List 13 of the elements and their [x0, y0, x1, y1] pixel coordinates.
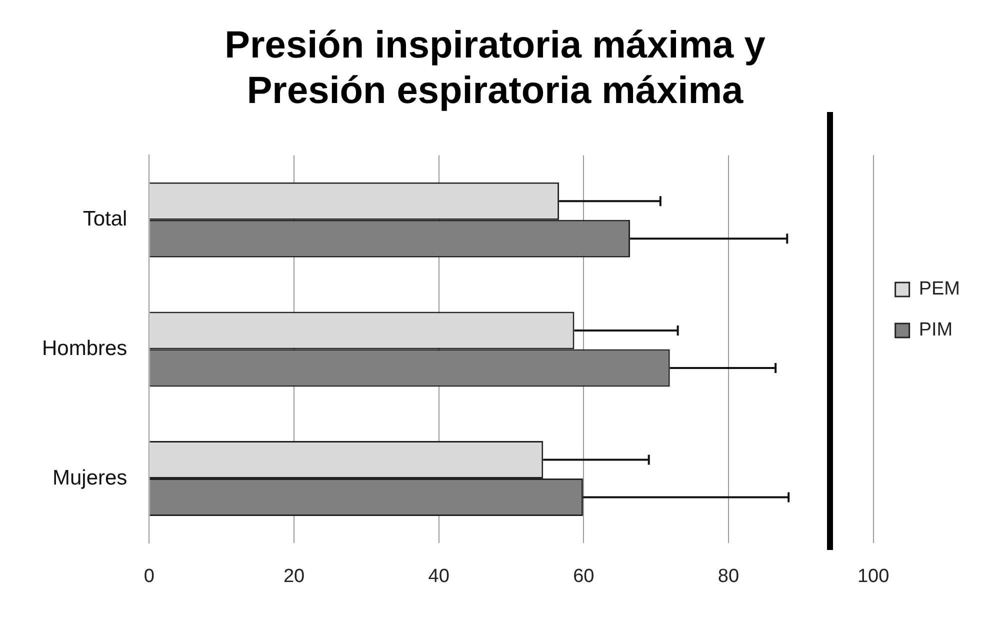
x-tick-label: 40 [428, 566, 450, 587]
y-tick-label: Mujeres [52, 466, 128, 490]
legend-label: PIM [918, 320, 953, 341]
y-tick-label: Hombres [42, 336, 128, 360]
x-tick-label: 20 [283, 566, 305, 587]
x-tick-label: 80 [718, 566, 740, 587]
legend-label: PEM [918, 278, 960, 300]
y-tick-label: Total [82, 208, 128, 231]
x-tick-label: 100 [857, 566, 890, 587]
x-tick-label: 0 [144, 566, 154, 587]
text: Presión espiratoria máxima [246, 70, 744, 112]
x-tick-label: 60 [573, 566, 594, 587]
text: Presión inspiratoria máxima y [224, 24, 766, 66]
